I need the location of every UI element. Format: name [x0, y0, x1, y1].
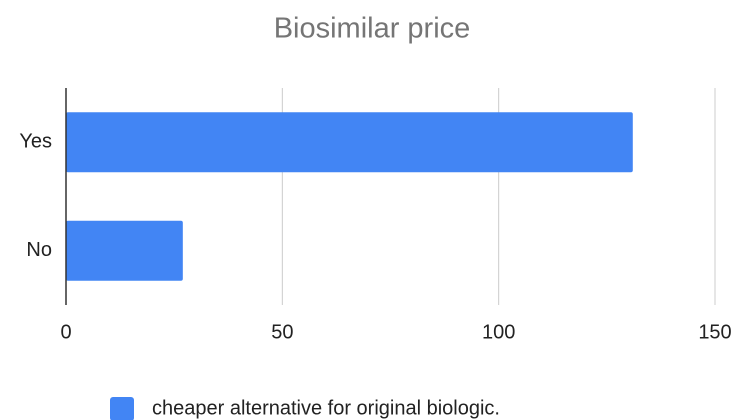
- y-tick-label: Yes: [19, 131, 52, 153]
- x-tick-label: 50: [271, 321, 293, 343]
- x-tick-label: 0: [60, 321, 71, 343]
- x-tick-label: 100: [482, 321, 515, 343]
- legend-swatch: [110, 397, 134, 420]
- bar: [66, 112, 633, 173]
- y-tick-label: No: [26, 239, 52, 261]
- bar: [66, 220, 183, 281]
- chart-title: Biosimilar price: [274, 13, 471, 45]
- legend-label: cheaper alternative for original biologi…: [152, 397, 500, 419]
- x-tick-label: 150: [698, 321, 731, 343]
